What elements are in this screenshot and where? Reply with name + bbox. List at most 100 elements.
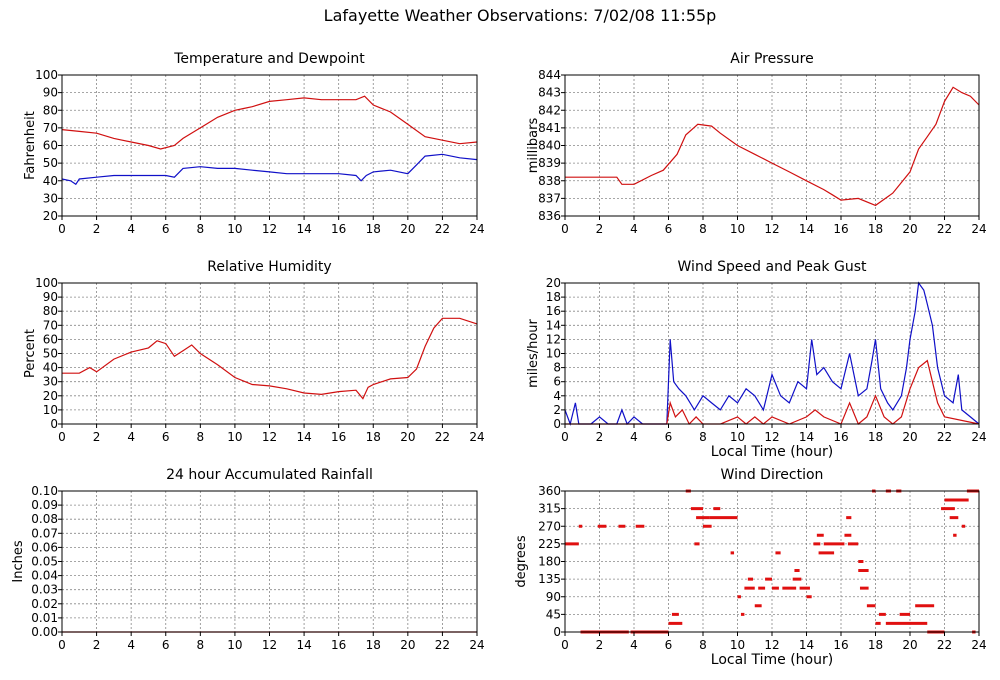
page-title: Lafayette Weather Observations: 7/02/08 … — [323, 6, 717, 25]
x-tick-label: 12 — [764, 222, 779, 236]
x-tick-label: 10 — [730, 638, 745, 652]
x-tick-label: 2 — [596, 430, 604, 444]
x-tick-label: 20 — [902, 222, 917, 236]
x-tick-label: 0 — [561, 222, 569, 236]
y-tick-label: 0 — [553, 417, 561, 431]
x-tick-label: 16 — [331, 638, 346, 652]
y-tick-label: 0.07 — [31, 526, 58, 540]
y-tick-label: 20 — [546, 276, 561, 290]
x-tick-label: 12 — [262, 638, 277, 652]
x-tick-label: 4 — [127, 222, 135, 236]
x-tick-label: 8 — [699, 222, 707, 236]
x-tick-label: 0 — [561, 638, 569, 652]
y-tick-label: 30 — [43, 191, 58, 205]
y-tick-label: 2 — [553, 403, 561, 417]
x-tick-label: 8 — [197, 222, 205, 236]
x-tick-label: 4 — [630, 430, 638, 444]
x-tick-label: 20 — [902, 638, 917, 652]
x-tick-label: 16 — [833, 222, 848, 236]
y-axis-label: miles/hour — [526, 318, 541, 387]
x-tick-label: 16 — [331, 430, 346, 444]
y-tick-label: 18 — [546, 290, 561, 304]
x-tick-label: 4 — [630, 638, 638, 652]
x-tick-label: 6 — [665, 638, 673, 652]
y-tick-label: 90 — [43, 86, 58, 100]
x-tick-label: 2 — [93, 638, 101, 652]
x-tick-label: 16 — [833, 638, 848, 652]
y-tick-label: 360 — [538, 484, 561, 498]
x-tick-label: 20 — [902, 430, 917, 444]
x-tick-label: 14 — [799, 638, 814, 652]
y-tick-label: 45 — [546, 607, 561, 621]
y-tick-label: 0.06 — [31, 540, 58, 554]
series-line-1 — [61, 153, 478, 186]
chart-title: Temperature and Dewpoint — [173, 51, 365, 67]
chart-title: 24 hour Accumulated Rainfall — [166, 467, 373, 483]
x-tick-label: 12 — [764, 430, 779, 444]
y-tick-label: 844 — [538, 68, 561, 82]
y-axis-label: Inches — [11, 540, 26, 582]
x-tick-label: 14 — [296, 638, 311, 652]
x-tick-label: 12 — [262, 222, 277, 236]
y-axis-label: Percent — [23, 329, 38, 378]
x-tick-label: 0 — [58, 430, 66, 444]
x-tick-label: 8 — [197, 430, 205, 444]
x-tick-label: 22 — [435, 638, 450, 652]
series-line-0 — [564, 281, 980, 427]
x-tick-label: 24 — [971, 222, 986, 236]
y-tick-label: 0.02 — [31, 597, 58, 611]
x-tick-label: 24 — [971, 638, 986, 652]
y-tick-label: 0 — [50, 417, 58, 431]
y-tick-label: 838 — [538, 174, 561, 188]
y-tick-label: 0.04 — [31, 569, 58, 583]
y-tick-label: 8 — [553, 361, 561, 375]
y-tick-label: 100 — [35, 276, 58, 290]
y-tick-label: 840 — [538, 139, 561, 153]
y-tick-label: 180 — [538, 555, 561, 569]
y-tick-label: 0.09 — [31, 498, 58, 512]
x-tick-label: 22 — [937, 638, 952, 652]
x-tick-label: 2 — [596, 638, 604, 652]
chart-title: Wind Direction — [721, 467, 824, 483]
x-tick-label: 24 — [469, 222, 484, 236]
y-tick-label: 60 — [43, 332, 58, 346]
x-tick-label: 18 — [366, 430, 381, 444]
y-tick-label: 843 — [538, 86, 561, 100]
x-tick-label: 8 — [197, 638, 205, 652]
y-tick-label: 0.03 — [31, 583, 58, 597]
y-tick-label: 90 — [546, 590, 561, 604]
y-tick-label: 80 — [43, 103, 58, 117]
x-tick-label: 6 — [665, 222, 673, 236]
x-tick-label: 10 — [227, 222, 242, 236]
x-tick-label: 0 — [58, 638, 66, 652]
y-axis-label: Fahrenheit — [23, 111, 38, 180]
y-tick-label: 0.05 — [31, 555, 58, 569]
y-tick-label: 30 — [43, 375, 58, 389]
y-tick-label: 839 — [538, 156, 561, 170]
x-tick-label: 10 — [730, 222, 745, 236]
x-tick-label: 2 — [93, 430, 101, 444]
y-tick-label: 20 — [43, 209, 58, 223]
y-tick-label: 315 — [538, 502, 561, 516]
y-tick-label: 270 — [538, 519, 561, 533]
y-tick-label: 60 — [43, 139, 58, 153]
x-axis-label: Local Time (hour) — [711, 444, 833, 460]
series-line-0 — [565, 86, 980, 207]
series-line-0 — [62, 317, 478, 400]
x-tick-label: 14 — [296, 222, 311, 236]
x-tick-label: 6 — [162, 222, 170, 236]
x-tick-label: 12 — [764, 638, 779, 652]
chart-title: Relative Humidity — [207, 259, 331, 275]
y-tick-label: 80 — [43, 304, 58, 318]
x-tick-label: 20 — [400, 430, 415, 444]
y-tick-label: 225 — [538, 537, 561, 551]
x-tick-label: 16 — [833, 430, 848, 444]
x-tick-label: 0 — [561, 430, 569, 444]
y-tick-label: 40 — [43, 361, 58, 375]
y-tick-label: 0 — [553, 625, 561, 639]
x-tick-label: 2 — [596, 222, 604, 236]
